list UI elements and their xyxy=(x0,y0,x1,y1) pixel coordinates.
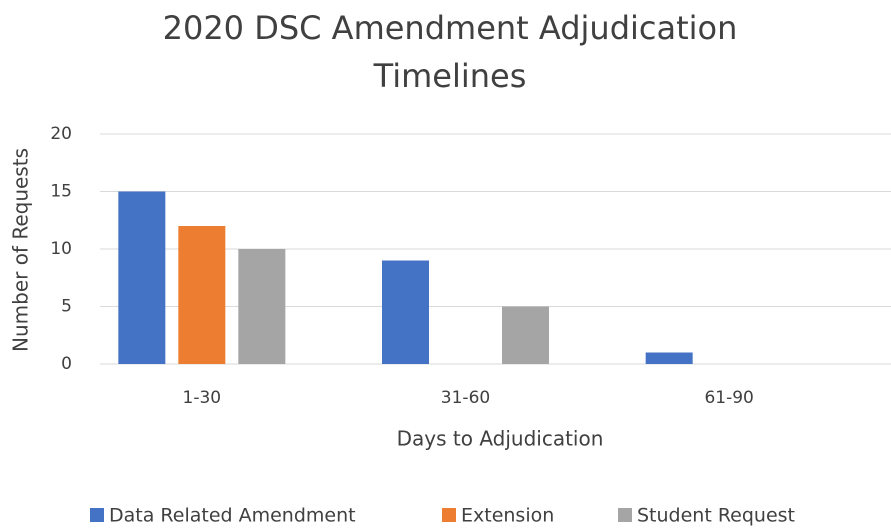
y-tick-label: 20 xyxy=(50,124,72,144)
y-tick-label: 10 xyxy=(50,239,72,259)
legend-swatch xyxy=(442,508,456,522)
legend-label: Extension xyxy=(461,505,554,527)
bar xyxy=(238,249,286,364)
x-tick-label: 31-60 xyxy=(441,388,490,408)
legend-label: Data Related Amendment xyxy=(109,505,356,527)
y-tick-label: 5 xyxy=(61,297,72,317)
bar xyxy=(502,306,549,364)
legend-swatch xyxy=(90,508,104,522)
legend-swatch xyxy=(618,508,632,522)
x-tick-label: 61-90 xyxy=(704,388,753,408)
bar xyxy=(382,260,429,364)
chart-title: 2020 DSC Amendment Adjudication Timeline… xyxy=(162,9,738,95)
bar xyxy=(118,191,166,364)
legend-label: Student Request xyxy=(637,505,795,527)
bar xyxy=(178,226,226,364)
y-tick-label: 0 xyxy=(61,354,72,374)
y-axis-title: Number of Requests xyxy=(9,148,33,352)
x-tick-label: 1-30 xyxy=(183,388,222,408)
bar xyxy=(645,352,693,364)
x-axis-title: Days to Adjudication xyxy=(397,427,604,451)
y-tick-label: 15 xyxy=(50,182,72,202)
